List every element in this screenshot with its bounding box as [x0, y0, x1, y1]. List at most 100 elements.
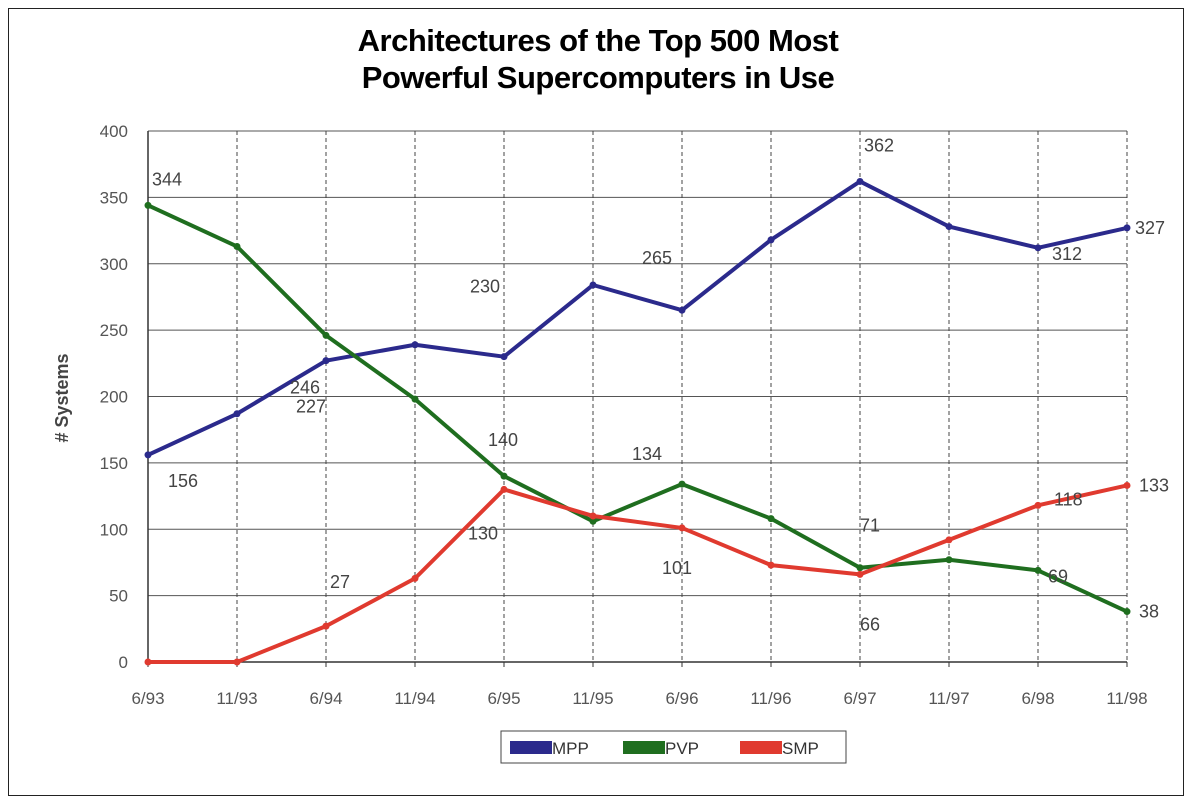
chart-title: Architectures of the Top 500 Most Powerf… [0, 22, 1196, 96]
smp-point [945, 536, 953, 544]
mpp-legend-label: MPP [552, 739, 589, 758]
legend: MPP PVP SMP [500, 730, 847, 764]
pvp-data-label: 134 [632, 444, 662, 464]
pvp-point [767, 515, 775, 523]
y-tick-label: 350 [100, 188, 128, 207]
smp-point [767, 561, 775, 569]
data-labels: 156 227 230 265 362 312 327 344 246 140 134 71 69 38 2… [152, 135, 1169, 634]
legend-box [500, 730, 847, 764]
pvp-point [500, 472, 508, 480]
x-tick-labels: 6/93 11/93 6/94 11/94 6/95 11/95 6/96 11/96 6/97… [131, 689, 1147, 708]
smp-point [500, 485, 508, 493]
x-tick-label: 11/94 [394, 689, 435, 708]
pvp-data-label: 38 [1139, 602, 1159, 622]
smp-point [233, 658, 241, 666]
series-lines [144, 177, 1131, 666]
smp-legend-label: SMP [782, 739, 819, 758]
pvp-point [945, 556, 953, 564]
y-tick-label: 0 [119, 653, 128, 672]
y-tick-label: 50 [109, 587, 128, 606]
smp-data-label: 101 [662, 558, 692, 578]
smp-point [322, 622, 330, 630]
x-tick-label: 11/96 [750, 689, 791, 708]
smp-data-label: 130 [468, 523, 498, 543]
mpp-point [589, 281, 597, 289]
mpp-point [1123, 224, 1131, 232]
smp-data-label: 133 [1139, 475, 1169, 495]
mpp-point [144, 451, 152, 459]
x-tick-label: 11/98 [1106, 689, 1147, 708]
pvp-point [1034, 566, 1042, 574]
y-tick-label: 300 [100, 255, 128, 274]
grid-lines [148, 130, 1128, 662]
smp-data-label: 118 [1054, 489, 1083, 509]
mpp-point [500, 353, 508, 361]
pvp-point [322, 331, 330, 339]
smp-data-label: 66 [860, 614, 880, 634]
mpp-point [322, 357, 330, 365]
mpp-data-label: 227 [296, 397, 326, 417]
y-axis-label: # Systems [52, 353, 72, 442]
axes [147, 131, 1128, 667]
smp-point [678, 524, 686, 532]
pvp-data-label: 344 [152, 169, 182, 189]
mpp-point [1034, 244, 1042, 252]
pvp-point [589, 517, 597, 525]
y-tick-label: 250 [100, 321, 128, 340]
mpp-data-label: 312 [1052, 244, 1082, 264]
smp-series-line [148, 483, 1128, 664]
y-tick-label: 100 [100, 520, 128, 539]
x-tick-label: 6/98 [1021, 689, 1054, 708]
pvp-data-label: 246 [290, 377, 320, 397]
mpp-series-line [147, 179, 1128, 457]
mpp-point [233, 410, 241, 418]
mpp-data-label: 156 [168, 471, 198, 491]
mpp-data-label: 265 [642, 248, 672, 268]
pvp-point [678, 480, 686, 488]
smp-legend-swatch [740, 741, 782, 754]
mpp-data-label: 230 [470, 277, 500, 297]
smp-point [411, 574, 419, 582]
pvp-series-line [147, 203, 1128, 614]
x-tick-label: 11/93 [216, 689, 257, 708]
mpp-data-label: 362 [864, 135, 894, 155]
mpp-point [678, 306, 686, 314]
y-tick-labels: 0 50 100 150 200 250 300 350 400 [100, 122, 128, 672]
pvp-data-label: 69 [1048, 566, 1068, 586]
chart-title-line-1: Architectures of the Top 500 Most [357, 23, 839, 58]
mpp-point [411, 341, 419, 349]
pvp-point [1123, 608, 1131, 616]
y-tick-label: 400 [100, 122, 128, 141]
pvp-data-label: 140 [488, 430, 518, 450]
mpp-point [767, 236, 775, 244]
y-tick-label: 200 [100, 388, 128, 407]
x-tick-label: 11/95 [572, 689, 613, 708]
x-tick-label: 6/95 [487, 689, 520, 708]
pvp-point [856, 564, 864, 572]
pvp-legend-label: PVP [665, 739, 699, 758]
pvp-legend-swatch [623, 741, 665, 754]
smp-point [144, 658, 152, 666]
x-tick-label: 6/93 [131, 689, 164, 708]
x-tick-label: 6/94 [309, 689, 342, 708]
x-tick-label: 11/97 [928, 689, 969, 708]
mpp-legend-swatch [510, 741, 552, 754]
x-tick-label: 6/97 [843, 689, 876, 708]
y-tick-label: 150 [100, 454, 128, 473]
mpp-point [856, 177, 864, 185]
mpp-point [945, 223, 953, 231]
x-tick-label: 6/96 [665, 689, 698, 708]
smp-point [1034, 501, 1042, 509]
smp-data-label: 27 [330, 572, 350, 592]
mpp-data-label: 327 [1135, 218, 1165, 238]
pvp-point [411, 395, 419, 403]
pvp-point [233, 242, 241, 250]
chart-frame [8, 8, 1184, 796]
chart-title-line-2: Powerful Supercomputers in Use [361, 60, 835, 95]
pvp-data-label: 71 [860, 516, 880, 536]
smp-point [1123, 481, 1131, 489]
smp-point [589, 512, 597, 520]
pvp-point [144, 201, 152, 209]
smp-point [856, 570, 864, 578]
